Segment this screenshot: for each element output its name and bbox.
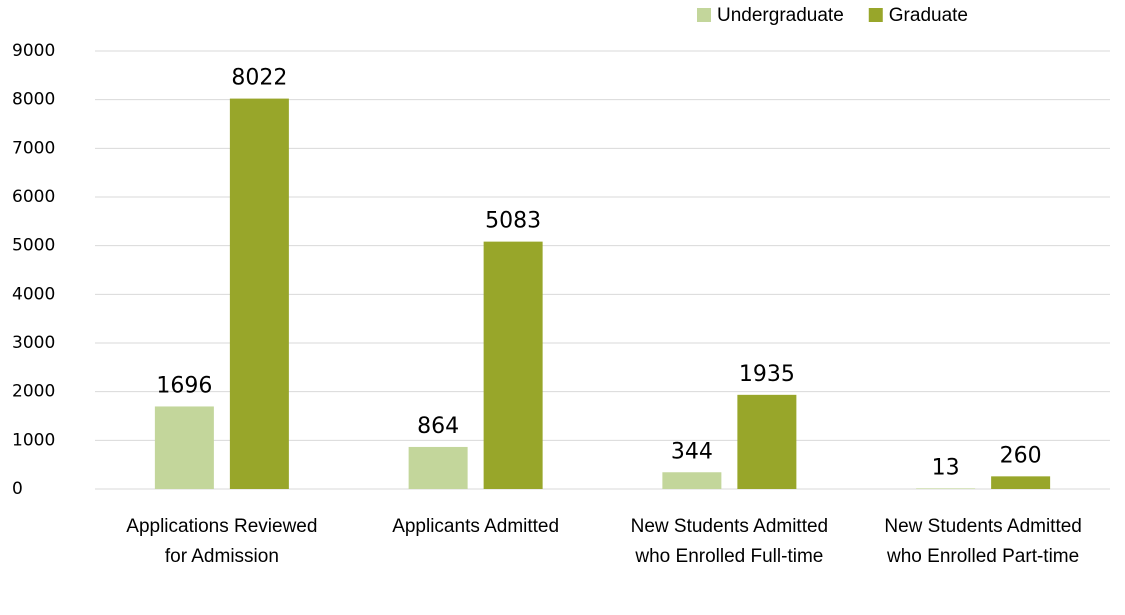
- data-label: 13: [932, 455, 960, 480]
- y-tick-label: 2000: [12, 382, 55, 402]
- bar: [154, 406, 214, 489]
- data-label: 864: [417, 414, 459, 439]
- bar: [229, 98, 289, 489]
- y-tick-label: 6000: [12, 187, 55, 207]
- x-tick-label: Applicants Admitted: [392, 516, 560, 537]
- bar: [483, 241, 543, 489]
- y-tick-label: 3000: [12, 333, 55, 353]
- y-tick-label: 0: [12, 479, 23, 499]
- data-label: 5083: [485, 209, 541, 234]
- legend-label: Undergraduate: [717, 5, 844, 26]
- y-tick-label: 9000: [12, 41, 55, 61]
- data-label: 1696: [156, 373, 212, 398]
- bar: [991, 476, 1051, 489]
- bar: [737, 394, 797, 489]
- x-tick-label: New Students Admitted who Enrolled Part-…: [884, 516, 1082, 567]
- legend-swatch: [697, 8, 711, 22]
- y-tick-label: 7000: [12, 138, 55, 158]
- y-tick-label: 4000: [12, 284, 55, 304]
- y-tick-label: 5000: [12, 236, 55, 256]
- data-label: 260: [1000, 443, 1042, 468]
- legend-label: Graduate: [889, 5, 968, 26]
- y-tick-label: 8000: [12, 90, 55, 110]
- x-tick-label: New Students Admitted who Enrolled Full-…: [630, 516, 829, 567]
- y-tick-label: 1000: [12, 430, 55, 450]
- legend-swatch: [868, 8, 883, 22]
- bar: [662, 472, 722, 489]
- x-tick-label: Applications Reviewed for Admission: [126, 516, 318, 567]
- data-label: 344: [671, 439, 713, 464]
- bar: [408, 446, 468, 489]
- data-label: 1935: [739, 362, 795, 387]
- data-label: 8022: [231, 66, 287, 91]
- bar: [916, 488, 976, 489]
